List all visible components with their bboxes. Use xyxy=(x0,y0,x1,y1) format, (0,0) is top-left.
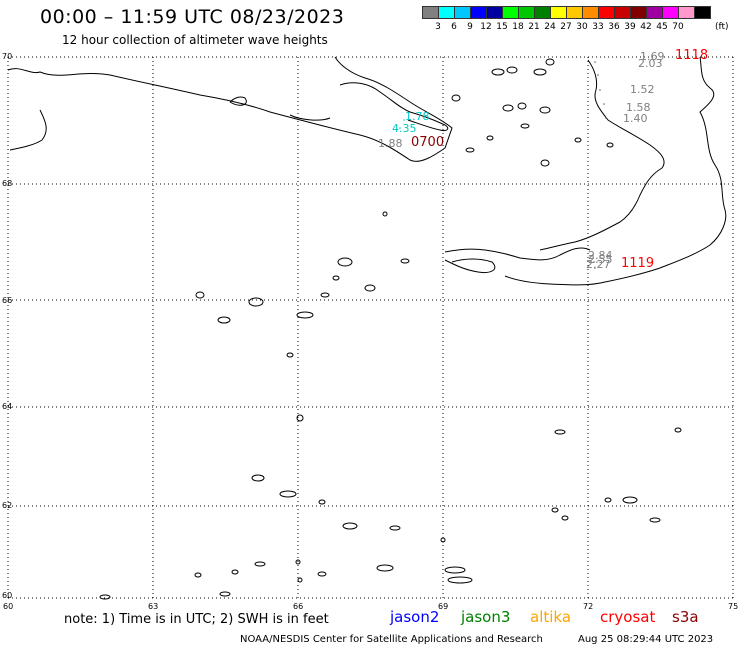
color-scale xyxy=(422,6,711,19)
x-tick-63: 63 xyxy=(148,602,159,611)
legend-altika: altika xyxy=(530,608,572,626)
scale-label: 12 xyxy=(480,22,492,32)
scale-label: 33 xyxy=(592,22,604,32)
pass-time: 1119 xyxy=(621,256,655,271)
wave-label: 1.69 xyxy=(640,50,665,63)
x-tick-66: 66 xyxy=(293,602,304,611)
scale-label: 30 xyxy=(576,22,588,32)
coastlines xyxy=(7,56,727,286)
legend-cryosat: cryosat xyxy=(600,608,656,626)
scale-label: 27 xyxy=(560,22,572,32)
scale-label: 9 xyxy=(467,22,473,32)
x-tick-69: 69 xyxy=(438,602,449,611)
scale-swatch xyxy=(694,6,711,19)
wave-label: 2.84 xyxy=(588,249,613,262)
scale-label: 18 xyxy=(512,22,524,32)
pass-time: 0700 xyxy=(411,135,445,150)
note-text: note: 1) Time is in UTC; 2) SWH is in fe… xyxy=(64,612,329,627)
footer-source: NOAA/NESDIS Center for Satellite Applica… xyxy=(240,634,543,645)
x-tick-72: 72 xyxy=(583,602,594,611)
legend-jason3: jason3 xyxy=(461,608,511,626)
scale-label: 42 xyxy=(640,22,652,32)
wave-label: 1.88 xyxy=(378,137,403,150)
wave-label: 1.78 xyxy=(405,110,430,123)
legend-jason2: jason2 xyxy=(390,608,440,626)
wave-label: 1.52 xyxy=(630,83,655,96)
x-tick-75: 75 xyxy=(728,602,739,611)
wave-label: 4.35 xyxy=(392,122,417,135)
scale-label: 45 xyxy=(656,22,668,32)
satellite-tracks xyxy=(399,61,607,269)
wave-label: 1.58 xyxy=(626,101,651,114)
scale-label: 24 xyxy=(544,22,556,32)
y-tick-66: 66 xyxy=(2,296,13,305)
footer-timestamp: Aug 25 08:29:44 UTC 2023 xyxy=(578,634,714,645)
wave-label: 2.55 xyxy=(588,253,613,266)
wave-label: 1.40 xyxy=(623,112,648,125)
scale-label: 21 xyxy=(528,22,540,32)
color-scale-labels: 3 6 9 12 15 18 21 24 27 30 33 36 39 42 45 70 xyxy=(430,22,686,32)
scale-label: 36 xyxy=(608,22,620,32)
map-subtitle: 12 hour collection of altimeter wave hei… xyxy=(62,33,328,47)
islands xyxy=(99,58,682,600)
y-tick-68: 68 xyxy=(2,179,13,188)
y-tick-62: 62 xyxy=(2,501,13,510)
scale-unit: (ft) xyxy=(715,22,729,32)
scale-label: 70 xyxy=(672,22,684,32)
x-tick-60: 60 xyxy=(3,602,14,611)
y-tick-64: 64 xyxy=(2,402,13,411)
wave-label: 2.03 xyxy=(638,57,663,70)
scale-label: 3 xyxy=(435,22,441,32)
y-tick-60: 60 xyxy=(2,591,13,600)
scale-label: 15 xyxy=(496,22,508,32)
map-title: 00:00 – 11:59 UTC 08/23/2023 xyxy=(40,6,345,28)
pass-time: 1118 xyxy=(675,48,709,63)
legend-s3a: s3a xyxy=(672,608,699,626)
scale-label: 6 xyxy=(451,22,457,32)
scale-label: 39 xyxy=(624,22,636,32)
wave-label: 2.27 xyxy=(586,258,611,271)
y-tick-70: 70 xyxy=(2,52,13,61)
